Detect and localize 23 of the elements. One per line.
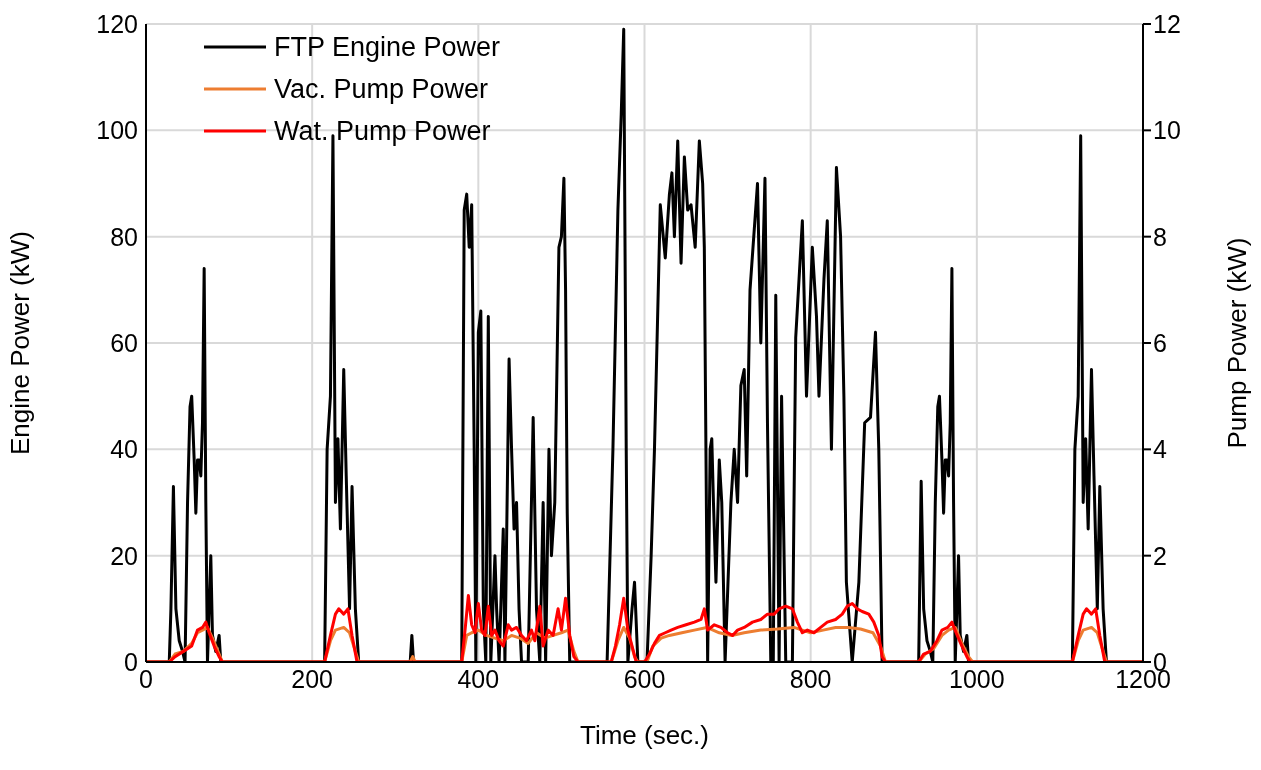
y-axis-title: Engine Power (kW) [5,231,36,455]
legend-label: Wat. Pump Power [274,115,491,147]
y2-tick-label: 12 [1153,9,1181,38]
x-tick-label: 1000 [949,664,1005,693]
y2-tick-label: 6 [1153,328,1167,357]
x-tick-label: 200 [291,664,334,693]
x-tick-label: 400 [457,664,500,693]
y-tick-label: 60 [110,328,138,357]
y2-tick-label: 10 [1153,116,1181,145]
y-tick-label: 80 [110,222,138,251]
y2-tick-label: 2 [1153,541,1167,570]
y-tick-label: 20 [110,541,138,570]
y2-axis-title: Pump Power (kW) [1222,237,1253,449]
x-axis-title: Time (sec.) [579,720,710,750]
legend-label: Vac. Pump Power [274,73,489,105]
y2-tick-label: 4 [1153,435,1167,464]
y-tick-label: 40 [110,435,138,464]
x-tick-label: 800 [789,664,832,693]
y-tick-label: 120 [96,9,138,38]
y-tick-label: 100 [96,116,138,145]
legend-label: FTP Engine Power [274,31,501,63]
x-tick-label: 600 [623,664,666,693]
y2-tick-label: 8 [1153,222,1167,251]
